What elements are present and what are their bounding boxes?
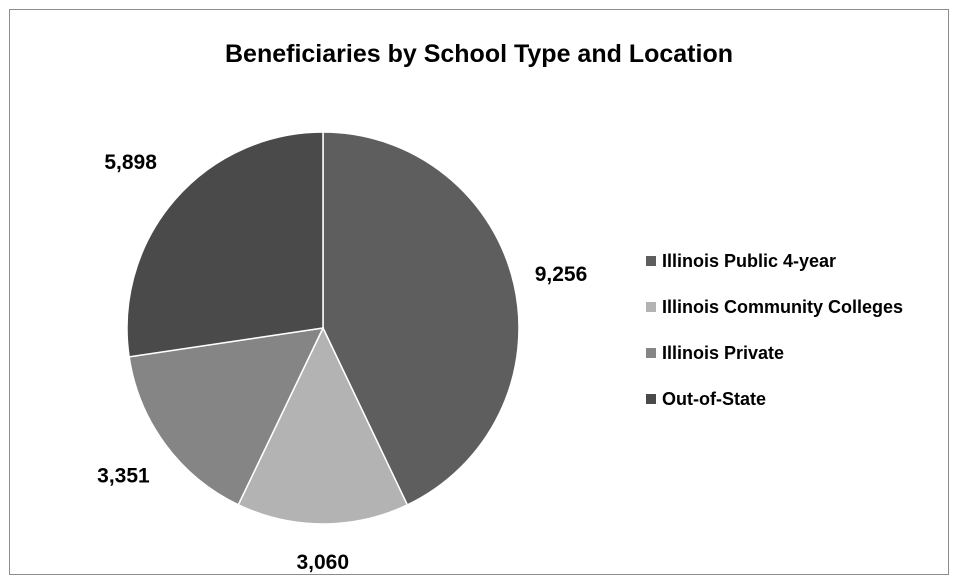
legend-item: Illinois Public 4-year [646, 247, 903, 275]
data-label-illinois-community-colleges: 3,060 [296, 551, 349, 574]
pie-slice-out-of-state [126, 131, 324, 358]
legend-swatch [646, 256, 656, 266]
chart-title: Beneficiaries by School Type and Locatio… [225, 40, 733, 68]
chart-frame: Beneficiaries by School Type and Locatio… [9, 9, 949, 575]
pie-slice-illinois-community-colleges [237, 326, 409, 525]
data-label-illinois-public-4-year: 9,256 [535, 263, 588, 286]
data-label-illinois-private: 3,351 [97, 464, 150, 487]
legend-item: Illinois Private [646, 339, 903, 367]
legend-item: Out-of-State [646, 385, 903, 413]
pie-slice-illinois-public-4-year [322, 131, 520, 506]
legend-label: Out-of-State [662, 388, 766, 409]
pie-slice-illinois-private [128, 327, 325, 506]
legend-swatch [646, 348, 656, 358]
data-label-out-of-state: 5,898 [104, 151, 157, 174]
chart-legend: Illinois Public 4-year Illinois Community… [646, 247, 903, 431]
legend-label: Illinois Community Colleges [662, 296, 904, 317]
legend-swatch [646, 302, 656, 312]
pie-chart: 9,256 3,060 3,351 5,898 [97, 131, 588, 574]
legend-label: Illinois Public 4-year [662, 250, 837, 271]
legend-label: Illinois Private [662, 342, 785, 363]
legend-item: Illinois Community Colleges [646, 293, 903, 321]
legend-swatch [646, 394, 656, 404]
